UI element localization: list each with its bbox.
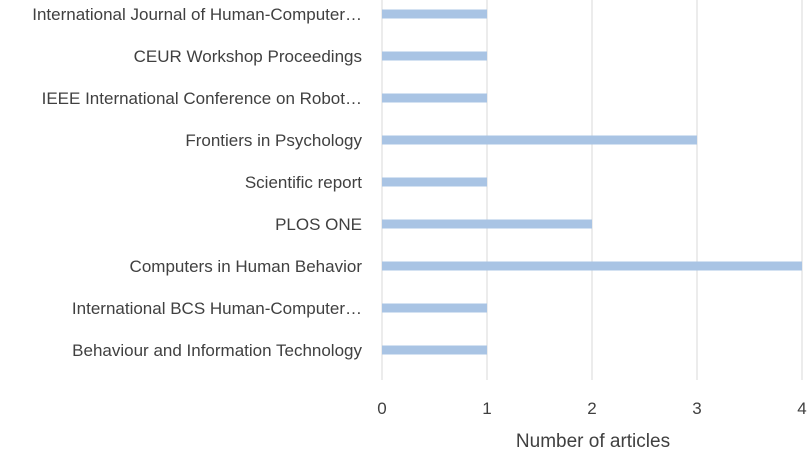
bar [382,345,487,355]
bar [382,51,487,61]
bar [382,93,487,103]
category-label: Scientific report [245,173,362,192]
category-label: Behaviour and Information Technology [72,341,362,360]
x-tick-label: 3 [692,399,701,418]
bar [382,135,697,145]
x-tick-label: 0 [377,399,386,418]
x-tick-labels: 0 1 2 3 4 [377,399,806,418]
bar [382,219,592,229]
bar [382,261,802,271]
category-label: Frontiers in Psychology [185,131,362,150]
bars [382,9,802,355]
bar [382,9,487,19]
gridlines [381,0,803,380]
category-label: Computers in Human Behavior [130,257,363,276]
category-label: International BCS Human-Computer… [72,299,362,318]
bar [382,303,487,313]
category-label: PLOS ONE [275,215,362,234]
x-tick-label: 1 [482,399,491,418]
x-tick-label: 4 [797,399,806,418]
x-tick-label: 2 [587,399,596,418]
category-label: International Journal of Human-Computer… [32,5,362,24]
category-label: CEUR Workshop Proceedings [134,47,362,66]
category-label: IEEE International Conference on Robot… [42,89,362,108]
category-labels: International Journal of Human-Computer…… [32,5,362,360]
bar [382,177,487,187]
x-axis-title: Number of articles [516,431,670,452]
